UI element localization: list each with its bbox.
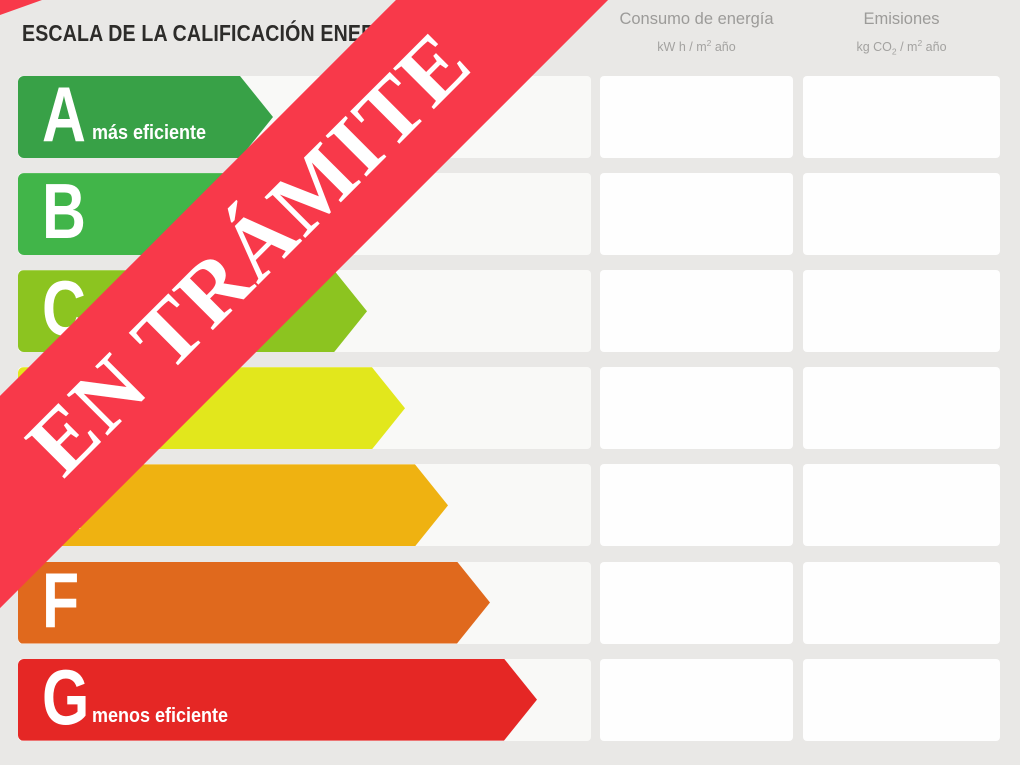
consumo-value-cell [600, 658, 793, 741]
rating-sublabel: más eficiente [92, 122, 207, 144]
unit-superscript: 2 [917, 38, 923, 48]
column-unit-emisiones: kg CO2 / m2 año [803, 36, 1000, 60]
consumo-value-cell [600, 561, 793, 644]
rating-letter: A [42, 69, 86, 158]
rating-letter: F [42, 555, 80, 644]
rating-arrow-G: G menos eficiente [18, 659, 537, 741]
rating-arrow-A: A más eficiente [18, 76, 273, 158]
unit-text: kg CO [856, 40, 892, 55]
consumo-value-cell [600, 173, 793, 256]
unit-text: / m [896, 40, 918, 55]
rating-row: F [0, 562, 1020, 644]
column-title-consumo: Consumo de energía [619, 10, 774, 28]
consumo-value-cell [600, 76, 793, 158]
rating-sublabel: menos eficiente [92, 704, 229, 727]
rating-letter: G [42, 652, 90, 741]
emisiones-value-cell [803, 270, 1000, 353]
consumo-value-cell [600, 270, 793, 353]
banner-corner [0, 0, 42, 15]
rating-row: E [0, 464, 1020, 547]
consumo-value-cell [600, 367, 793, 450]
column-unit-consumo: kW h / m2 año [600, 36, 793, 55]
emisiones-value-cell [803, 367, 1000, 450]
unit-text: año [922, 40, 947, 55]
emisiones-value-cell [803, 561, 1000, 644]
unit-text: año [711, 40, 736, 55]
unit-superscript: 2 [706, 38, 712, 48]
emisiones-value-cell [803, 76, 1000, 158]
emisiones-value-cell [803, 464, 1000, 547]
emisiones-value-cell [803, 658, 1000, 741]
unit-subscript: 2 [891, 46, 897, 57]
rating-row: G menos eficiente [0, 659, 1020, 741]
column-title-emisiones: Emisiones [863, 10, 940, 28]
consumo-value-cell [600, 464, 793, 547]
rating-arrow-F: F [18, 562, 490, 644]
column-header-emisiones: Emisiones kg CO2 / m2 año [803, 9, 1000, 60]
unit-text: kW h / m [657, 40, 707, 55]
rating-letter: B [42, 166, 86, 255]
column-header-consumo: Consumo de energía kW h / m2 año [600, 9, 793, 55]
emisiones-value-cell [803, 173, 1000, 256]
